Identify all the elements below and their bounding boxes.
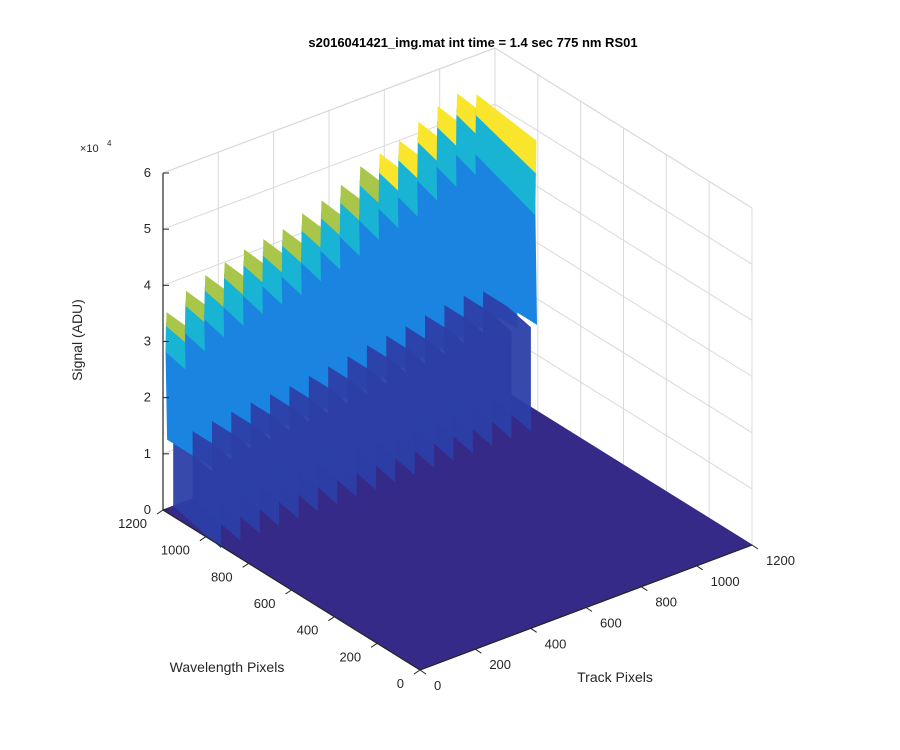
fiber-mid bbox=[475, 148, 537, 325]
x-tick-mark bbox=[751, 544, 759, 550]
z-exponent: ×10 4 bbox=[80, 139, 112, 155]
y-tick-mark bbox=[328, 616, 335, 622]
grid-line-z bbox=[162, 47, 753, 209]
z-tick-label: 4 bbox=[144, 277, 151, 292]
z-exponent-power: 4 bbox=[107, 139, 112, 148]
x-tick-mark bbox=[641, 586, 648, 592]
grid-line-z bbox=[162, 103, 753, 265]
x-tick-mark bbox=[530, 627, 537, 633]
fiber-body bbox=[483, 285, 531, 432]
y-tick-label: 1000 bbox=[161, 543, 190, 558]
y-tick-label: 600 bbox=[254, 596, 276, 611]
z-tick-label: 1 bbox=[144, 446, 151, 461]
x-tick-mark bbox=[419, 669, 427, 675]
z-exponent-base: ×10 bbox=[80, 143, 99, 155]
y-tick-label: 200 bbox=[339, 649, 361, 664]
x-tick-label: 800 bbox=[655, 595, 677, 610]
chart-title: s2016041421_img.mat int time = 1.4 sec 7… bbox=[308, 35, 637, 50]
tick-labels: 0200400600800100012000200400600800100012… bbox=[118, 165, 795, 693]
z-tick-label: 5 bbox=[144, 221, 151, 236]
fiber-upper bbox=[475, 109, 536, 216]
y-tick-mark bbox=[370, 642, 378, 648]
axis-lines bbox=[156, 172, 759, 675]
fiber-ridge bbox=[475, 94, 537, 432]
z-tick-label: 2 bbox=[144, 390, 151, 405]
x-tick-label: 0 bbox=[434, 678, 441, 693]
x-tick-label: 600 bbox=[600, 616, 622, 631]
y-tick-mark bbox=[156, 509, 164, 515]
z-axis-label: Signal (ADU) bbox=[69, 299, 85, 381]
y-tick-mark bbox=[242, 562, 249, 568]
z-tick-label: 6 bbox=[144, 165, 151, 180]
z-tick-label: 3 bbox=[144, 334, 151, 349]
x-tick-label: 1200 bbox=[766, 553, 795, 568]
y-axis-label: Wavelength Pixels bbox=[170, 659, 285, 675]
x-tick-mark bbox=[585, 607, 593, 612]
y-tick-label: 800 bbox=[211, 569, 233, 584]
x-tick-mark bbox=[475, 648, 482, 654]
x-axis-label: Track Pixels bbox=[577, 669, 653, 685]
z-tick-label: 0 bbox=[144, 502, 151, 517]
y-tick-mark bbox=[285, 589, 292, 595]
x-tick-mark bbox=[696, 565, 703, 571]
y-tick-label: 400 bbox=[297, 623, 319, 638]
surface bbox=[161, 93, 754, 671]
fiber-top bbox=[475, 94, 537, 174]
x-tick-label: 400 bbox=[545, 636, 567, 651]
y-tick-mark bbox=[199, 536, 207, 542]
x-tick-label: 200 bbox=[489, 657, 511, 672]
y-tick-label: 1200 bbox=[118, 516, 147, 531]
y-tick-label: 0 bbox=[397, 676, 404, 691]
y-tick-mark bbox=[413, 669, 421, 675]
x-tick-label: 1000 bbox=[711, 574, 740, 589]
